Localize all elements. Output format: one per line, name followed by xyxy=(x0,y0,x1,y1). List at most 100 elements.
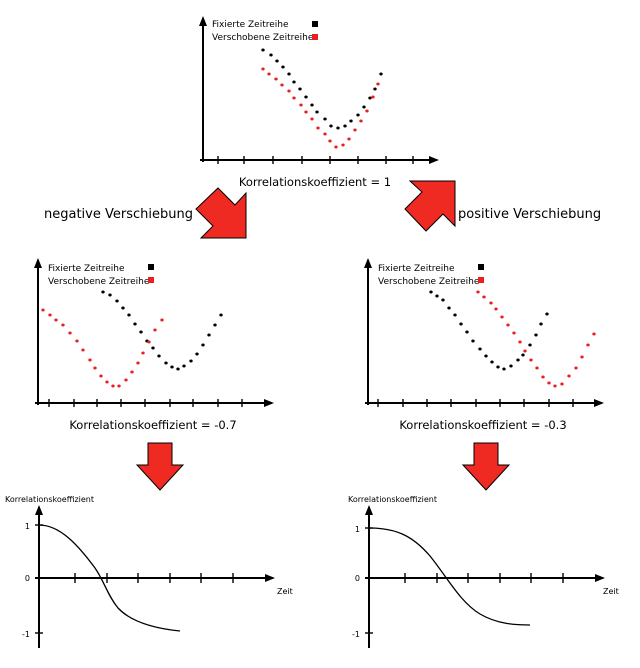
left-fixed-dot-1 xyxy=(108,293,112,297)
left-fixed-dot-0 xyxy=(101,290,105,294)
right-shifted-dot-3 xyxy=(494,307,498,311)
left-correlation-caption: Korrelationskoeffizient = -0.7 xyxy=(69,418,236,432)
top-shifted-dot-3 xyxy=(280,83,284,87)
top-shifted-dot-12 xyxy=(334,145,338,149)
right-x-ticks xyxy=(377,399,574,407)
red-down-arrow-icon-right xyxy=(461,442,511,491)
right-shifted-dot-19 xyxy=(592,332,596,336)
left-corr-ytick-minus1: -1 xyxy=(22,630,30,639)
right-shifted-dot-16 xyxy=(574,366,578,370)
left-fixed-dot-2 xyxy=(115,299,119,303)
left-shifted-dot-12 xyxy=(117,384,121,388)
right-shifted-dot-5 xyxy=(506,323,510,327)
right-shifted-dot-10 xyxy=(535,366,539,370)
top-shifted-dot-5 xyxy=(292,96,296,100)
top-fixed-dot-19 xyxy=(379,72,383,76)
right-corr-ylabel: Korrelationskoeffizient xyxy=(348,495,437,504)
red-down-arrow-icon-left xyxy=(135,442,185,491)
left-shifted-dot-2 xyxy=(54,318,58,322)
right-shifted-dot-17 xyxy=(580,355,584,359)
right-correlation-curve xyxy=(368,527,531,626)
left-shifted-dot-3 xyxy=(61,323,65,327)
right-legend-fixed-swatch xyxy=(478,264,484,270)
top-shifted-dot-7 xyxy=(304,110,308,114)
left-shifted-dot-19 xyxy=(160,318,164,322)
top-shifted-dot-9 xyxy=(316,126,320,130)
top-shifted-dot-6 xyxy=(299,103,303,107)
top-fixed-dot-15 xyxy=(356,113,360,117)
top-shifted-dot-11 xyxy=(328,139,332,143)
left-corr-ticks xyxy=(35,524,234,634)
top-x-ticks xyxy=(217,156,414,164)
right-fixed-dot-6 xyxy=(465,330,469,334)
top-fixed-dot-14 xyxy=(349,119,353,123)
left-shifted-dot-6 xyxy=(81,348,85,352)
top-shifted-dot-18 xyxy=(371,95,375,99)
top-fixed-dot-0 xyxy=(261,48,265,52)
red-arrow-icon-positive-shift xyxy=(404,180,456,232)
right-data-dots xyxy=(429,290,596,388)
left-fixed-dot-4 xyxy=(127,313,131,317)
left-fixed-dot-16 xyxy=(201,343,205,347)
right-fixed-dot-17 xyxy=(534,333,538,337)
right-fixed-dot-15 xyxy=(521,353,525,357)
right-fixed-dot-1 xyxy=(435,294,439,298)
top-fixed-dot-2 xyxy=(275,59,279,63)
right-shifted-dot-13 xyxy=(553,384,557,388)
right-correlation-plot: Korrelationskoeffizient Zeit 1 0 -1 xyxy=(348,495,619,648)
left-data-dots xyxy=(41,290,223,388)
top-fixed-dot-1 xyxy=(269,53,273,57)
right-shifted-dot-12 xyxy=(547,381,551,385)
left-legend-fixed-label: Fixierte Zeitreihe xyxy=(48,264,125,274)
left-fixed-dot-10 xyxy=(164,361,168,365)
top-fixed-dot-12 xyxy=(336,126,340,130)
top-shifted-dot-16 xyxy=(359,119,363,123)
left-fixed-dot-3 xyxy=(121,306,125,310)
left-shifted-dot-1 xyxy=(48,313,52,317)
right-shifted-dot-8 xyxy=(523,349,527,353)
right-fixed-dot-16 xyxy=(528,343,532,347)
left-shifted-dot-5 xyxy=(75,339,79,343)
red-arrow-icon-negative-shift xyxy=(195,187,247,239)
top-scatter-panel: Fixierte Zeitreihe Verschobene Zeitreihe… xyxy=(199,16,439,189)
right-fixed-dot-14 xyxy=(516,358,520,362)
right-fixed-dot-10 xyxy=(490,360,494,364)
top-legend-shifted-swatch xyxy=(312,34,318,40)
right-legend-shifted-label: Verschobene Zeitreihe xyxy=(378,277,480,287)
left-legend-shifted-swatch xyxy=(148,277,154,283)
right-correlation-caption: Korrelationskoeffizient = -0.3 xyxy=(399,418,566,432)
top-shifted-dot-14 xyxy=(347,137,351,141)
right-fixed-dot-7 xyxy=(471,339,475,343)
right-shifted-dot-7 xyxy=(518,340,522,344)
left-shifted-dot-11 xyxy=(111,384,115,388)
right-fixed-dot-2 xyxy=(441,298,445,302)
left-correlation-plot: Korrelationskoeffizient Zeit 1 0 -1 xyxy=(5,495,293,648)
right-fixed-dot-8 xyxy=(478,347,482,351)
top-fixed-dot-8 xyxy=(310,103,314,107)
left-fixed-dot-13 xyxy=(182,364,186,368)
top-data-dots xyxy=(261,48,383,149)
top-fixed-dot-11 xyxy=(329,124,333,128)
left-fixed-dot-9 xyxy=(157,354,161,358)
right-fixed-dot-5 xyxy=(459,322,463,326)
left-legend-shifted-label: Verschobene Zeitreihe xyxy=(48,277,150,287)
top-fixed-dot-18 xyxy=(373,87,377,91)
top-fixed-dot-7 xyxy=(304,95,308,99)
left-shifted-dot-16 xyxy=(141,351,145,355)
right-shifted-dot-15 xyxy=(567,374,571,378)
left-fixed-dot-6 xyxy=(139,330,143,334)
right-legend-shifted-swatch xyxy=(478,277,484,283)
top-fixed-dot-17 xyxy=(368,96,372,100)
top-shifted-dot-17 xyxy=(365,109,369,113)
right-fixed-dot-19 xyxy=(545,312,549,316)
top-shifted-dot-15 xyxy=(353,128,357,132)
top-legend-fixed-label: Fixierte Zeitreihe xyxy=(212,20,289,30)
right-shifted-dot-1 xyxy=(482,295,486,299)
top-fixed-dot-6 xyxy=(298,87,302,91)
right-fixed-dot-18 xyxy=(539,322,543,326)
right-fixed-dot-4 xyxy=(453,313,457,317)
top-fixed-dot-10 xyxy=(323,117,327,121)
right-shifted-dot-9 xyxy=(529,358,533,362)
right-shifted-dot-18 xyxy=(586,343,590,347)
left-fixed-dot-8 xyxy=(151,346,155,350)
